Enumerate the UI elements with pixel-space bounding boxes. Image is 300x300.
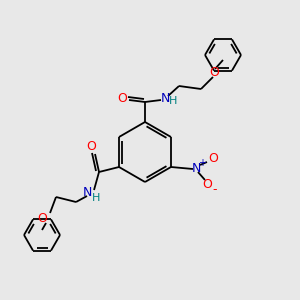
Text: O: O bbox=[117, 92, 127, 106]
Text: N: N bbox=[82, 185, 92, 199]
Text: O: O bbox=[209, 67, 219, 80]
Text: N: N bbox=[191, 161, 201, 175]
Text: -: - bbox=[213, 184, 217, 196]
Text: H: H bbox=[169, 96, 177, 106]
Text: +: + bbox=[198, 158, 206, 168]
Text: O: O bbox=[202, 178, 212, 191]
Text: O: O bbox=[208, 152, 218, 166]
Text: H: H bbox=[92, 193, 100, 203]
Text: O: O bbox=[37, 212, 47, 224]
Text: O: O bbox=[86, 140, 96, 152]
Text: N: N bbox=[160, 92, 170, 106]
